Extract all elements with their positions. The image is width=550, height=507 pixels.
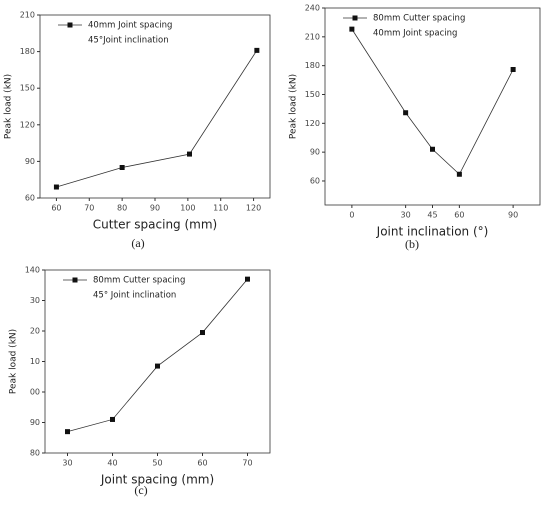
y-tick-label: 120 — [20, 120, 35, 129]
data-point — [456, 171, 462, 177]
x-tick-label: 70 — [242, 459, 252, 468]
data-point — [254, 47, 260, 53]
y-tick-label: 210 — [305, 32, 320, 41]
data-point — [155, 363, 160, 369]
legend-marker — [67, 22, 73, 28]
legend-label: 40mm Joint spacing — [88, 21, 172, 31]
y-axis-label: Peak load (kN) — [4, 74, 14, 139]
data-line — [67, 278, 248, 433]
data-point — [430, 146, 435, 152]
annotation: 45° Joint inclination — [93, 291, 176, 301]
x-tick-label: 60 — [197, 459, 207, 468]
caption: (b) — [405, 237, 419, 251]
x-tick-label: 40 — [107, 459, 117, 468]
legend-marker — [72, 277, 78, 283]
data-point — [110, 416, 115, 422]
data-point — [119, 165, 125, 170]
data-point — [510, 67, 516, 73]
caption: (a) — [131, 236, 144, 250]
y-tick-label: 60 — [25, 194, 35, 203]
x-tick-label: 30 — [62, 459, 72, 468]
x-tick-label: 60 — [454, 211, 464, 220]
y-tick-label: 90 — [310, 148, 320, 157]
legend-label: 80mm Cutter spacing — [373, 14, 465, 24]
y-tick-label: 140 — [25, 266, 40, 275]
x-tick-label: 90 — [508, 211, 518, 220]
y-tick-label: 10 — [30, 357, 40, 366]
x-tick-label: 90 — [150, 204, 160, 213]
legend-marker — [352, 15, 358, 21]
annotation: 45°Joint inclination — [88, 36, 169, 46]
y-tick-label: 120 — [305, 119, 320, 128]
y-tick-label: 60 — [310, 176, 320, 185]
y-tick-label: 90 — [30, 418, 40, 427]
y-tick-label: 20 — [30, 327, 40, 336]
y-tick-label: 90 — [25, 157, 35, 166]
y-axis-label: Peak load (kN) — [289, 74, 299, 139]
annotation: 40mm Joint spacing — [373, 29, 457, 39]
x-tick-label: 60 — [51, 204, 61, 213]
caption: (c) — [134, 483, 147, 497]
y-tick-label: 00 — [30, 388, 40, 397]
x-axis-label: Cutter spacing (mm) — [93, 218, 217, 232]
x-tick-label: 100 — [180, 204, 195, 213]
y-tick-label: 210 — [20, 11, 35, 20]
y-tick-label: 150 — [20, 84, 35, 93]
x-axis-label: Joint inclination (°) — [376, 225, 489, 239]
y-tick-label: 180 — [305, 61, 320, 70]
x-axis-label: Joint spacing (mm) — [100, 473, 214, 487]
data-point — [245, 276, 250, 282]
x-tick-label: 30 — [401, 211, 411, 220]
y-axis-label: Peak load (kN) — [9, 329, 19, 394]
data-point — [200, 330, 205, 336]
x-tick-label: 0 — [349, 211, 354, 220]
x-tick-label: 70 — [84, 204, 94, 213]
x-tick-label: 45 — [427, 211, 437, 220]
y-tick-label: 30 — [30, 296, 40, 305]
data-point — [349, 26, 355, 32]
x-tick-label: 110 — [213, 204, 228, 213]
x-tick-label: 50 — [152, 459, 162, 468]
data-point — [403, 110, 409, 116]
data-line — [56, 50, 258, 188]
data-point — [187, 151, 192, 157]
legend-label: 80mm Cutter spacing — [93, 276, 185, 286]
y-tick-label: 150 — [305, 90, 320, 99]
x-tick-label: 120 — [246, 204, 261, 213]
data-point — [65, 429, 70, 435]
y-tick-label: 240 — [305, 4, 320, 13]
data-line — [351, 28, 514, 175]
data-point — [53, 184, 59, 190]
x-tick-label: 80 — [117, 204, 127, 213]
y-tick-label: 180 — [20, 47, 35, 56]
y-tick-label: 80 — [30, 449, 40, 458]
